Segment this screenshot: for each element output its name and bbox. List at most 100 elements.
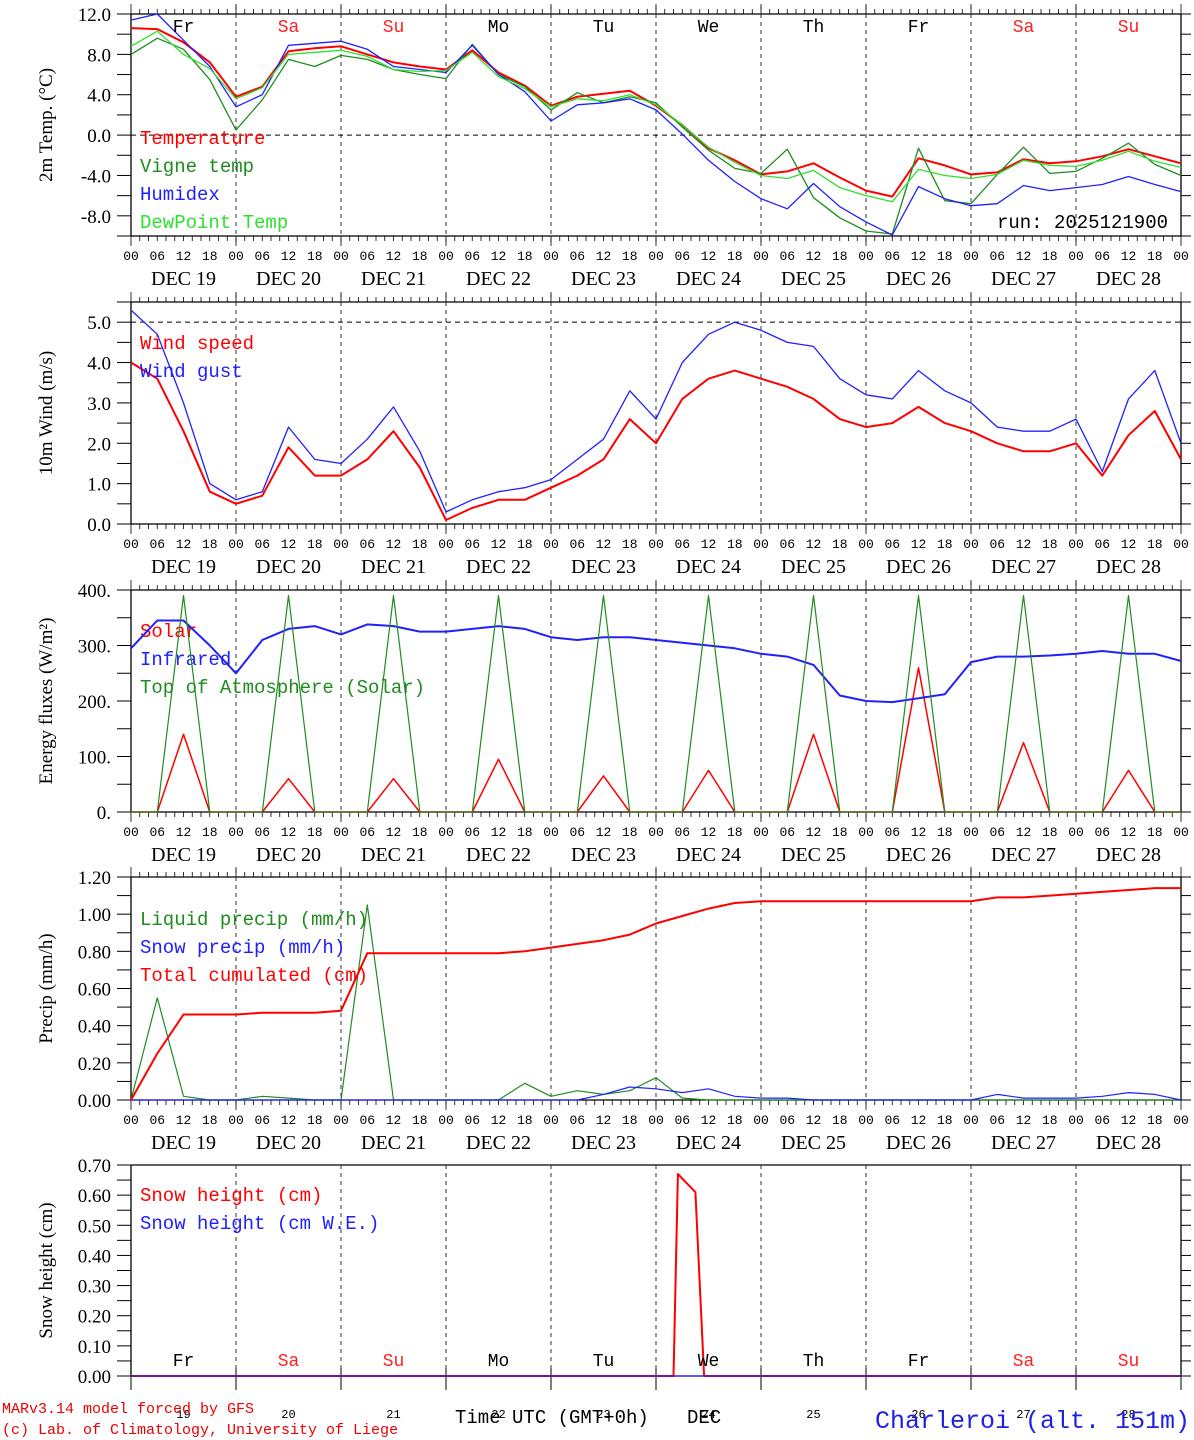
hour-tick-label: 00 bbox=[858, 537, 874, 552]
day-label: DEC 21 bbox=[361, 268, 426, 290]
y-axis-title: 2m Temp. (°C) bbox=[36, 68, 57, 182]
hour-tick-label: 06 bbox=[569, 249, 585, 264]
hour-tick-label: 00 bbox=[858, 249, 874, 264]
day-label: DEC 28 bbox=[1096, 844, 1161, 866]
hour-tick-label: 12 bbox=[701, 249, 717, 264]
hour-tick-label: 06 bbox=[254, 249, 270, 264]
hour-tick-label: 06 bbox=[779, 825, 795, 840]
day-label: DEC 20 bbox=[256, 844, 321, 866]
hour-tick-label: 00 bbox=[1173, 825, 1189, 840]
legend-entry: Snow height (cm) bbox=[140, 1185, 322, 1207]
hour-tick-label: 00 bbox=[963, 825, 979, 840]
hour-tick-label: 06 bbox=[569, 825, 585, 840]
hour-tick-label: 06 bbox=[254, 1113, 270, 1128]
hour-tick-label: 12 bbox=[491, 249, 507, 264]
hour-tick-label: 12 bbox=[911, 537, 927, 552]
panel-1: 00 06 12 18 DEC 19 00 06 12 18 DEC 20 00 06 12 18 DEC … bbox=[36, 4, 1191, 290]
day-label: DEC 26 bbox=[886, 556, 951, 578]
legend-entry: Liquid precip (mm/h) bbox=[140, 909, 368, 931]
hour-tick-label: 18 bbox=[937, 249, 953, 264]
hour-tick-label: 18 bbox=[832, 825, 848, 840]
weekday-label: Sa bbox=[1013, 18, 1035, 38]
y-tick-label: 300. bbox=[78, 637, 111, 658]
x-axis-title: Time UTC (GMT+0h) bbox=[455, 1407, 649, 1429]
y-tick-label: 400. bbox=[78, 581, 111, 602]
hour-tick-label: 18 bbox=[1042, 249, 1058, 264]
day-label: DEC 23 bbox=[571, 1132, 636, 1154]
legend-entry: Humidex bbox=[140, 184, 220, 206]
hour-tick-label: 06 bbox=[674, 249, 690, 264]
y-tick-label: 0.70 bbox=[78, 1156, 111, 1177]
hour-tick-label: 12 bbox=[806, 1113, 822, 1128]
hour-tick-label: 12 bbox=[281, 537, 297, 552]
day-label: DEC 19 bbox=[151, 1132, 216, 1154]
y-tick-label: 0.20 bbox=[78, 1054, 111, 1075]
day-label: DEC 28 bbox=[1096, 556, 1161, 578]
hour-tick-label: 00 bbox=[123, 249, 139, 264]
hour-tick-label: 12 bbox=[281, 825, 297, 840]
y-tick-label: 4.0 bbox=[87, 86, 111, 107]
hour-tick-label: 12 bbox=[596, 537, 612, 552]
panel-5: 19 20 21 22 23 24 25 26 27 28 0.70 0.60 0.50 0.40 0.30… bbox=[36, 1156, 1191, 1422]
hour-tick-label: 12 bbox=[386, 825, 402, 840]
hour-tick-label: 06 bbox=[989, 825, 1005, 840]
hour-tick-label: 12 bbox=[596, 825, 612, 840]
hour-tick-label: 06 bbox=[1094, 249, 1110, 264]
hour-tick-label: 06 bbox=[359, 249, 375, 264]
y-tick-label: 0.00 bbox=[78, 1367, 111, 1388]
hour-tick-label: 00 bbox=[123, 825, 139, 840]
hour-tick-label: 00 bbox=[333, 249, 349, 264]
hour-tick-label: 12 bbox=[1016, 1113, 1032, 1128]
hour-tick-label: 12 bbox=[1016, 825, 1032, 840]
hour-tick-label: 18 bbox=[832, 537, 848, 552]
hour-tick-label: 18 bbox=[1042, 537, 1058, 552]
y-tick-label: 0.40 bbox=[78, 1017, 111, 1038]
hour-tick-label: 18 bbox=[1147, 825, 1163, 840]
hour-tick-label: 06 bbox=[149, 1113, 165, 1128]
hour-tick-label: 06 bbox=[989, 537, 1005, 552]
day-label: DEC 27 bbox=[991, 844, 1056, 866]
hour-tick-label: 06 bbox=[1094, 1113, 1110, 1128]
hour-tick-label: 06 bbox=[989, 1113, 1005, 1128]
hour-tick-label: 12 bbox=[701, 537, 717, 552]
hour-tick-label: 00 bbox=[438, 249, 454, 264]
hour-tick-label: 18 bbox=[412, 249, 428, 264]
hour-tick-label: 18 bbox=[622, 537, 638, 552]
y-tick-label: 1.20 bbox=[78, 868, 111, 889]
y-tick-label: 0.50 bbox=[78, 1216, 111, 1237]
day-label: DEC 19 bbox=[151, 556, 216, 578]
series-line-vigne-temp bbox=[130, 37, 1182, 235]
day-number: 19 bbox=[176, 1408, 190, 1422]
hour-tick-label: 00 bbox=[333, 1113, 349, 1128]
hour-tick-label: 18 bbox=[202, 1113, 218, 1128]
y-axis-title: Energy fluxes (W/m²) bbox=[36, 618, 57, 785]
weekday-label: Tu bbox=[593, 18, 615, 38]
weekday-label: Sa bbox=[278, 1352, 300, 1372]
hour-tick-label: 06 bbox=[464, 1113, 480, 1128]
hour-tick-label: 00 bbox=[648, 537, 664, 552]
hour-tick-label: 00 bbox=[438, 1113, 454, 1128]
hour-tick-label: 00 bbox=[438, 537, 454, 552]
day-number: 20 bbox=[281, 1408, 295, 1422]
weekday-label: Su bbox=[383, 18, 405, 38]
hour-tick-label: 18 bbox=[832, 249, 848, 264]
hour-tick-label: 12 bbox=[386, 537, 402, 552]
lab-credit: (c) Lab. of Climatology, University of L… bbox=[2, 1422, 398, 1439]
hour-tick-label: 06 bbox=[884, 537, 900, 552]
hour-tick-label: 12 bbox=[491, 825, 507, 840]
hour-tick-label: 00 bbox=[1173, 537, 1189, 552]
hour-tick-label: 06 bbox=[464, 537, 480, 552]
hour-tick-label: 12 bbox=[596, 249, 612, 264]
hour-tick-label: 18 bbox=[307, 825, 323, 840]
day-label: DEC 20 bbox=[256, 556, 321, 578]
hour-tick-label: 18 bbox=[1042, 1113, 1058, 1128]
day-label: DEC 25 bbox=[781, 268, 846, 290]
station-title: Charleroi (alt. 151m) bbox=[875, 1407, 1190, 1436]
series-line-snow-precip-mm-h- bbox=[131, 1086, 1182, 1101]
weekday-label: Fr bbox=[908, 18, 930, 38]
hour-tick-label: 00 bbox=[333, 825, 349, 840]
y-tick-label: 0.00 bbox=[78, 1091, 111, 1112]
hour-tick-label: 18 bbox=[832, 1113, 848, 1128]
hour-tick-label: 18 bbox=[1147, 537, 1163, 552]
y-axis-title: Precip (mm/h) bbox=[36, 933, 57, 1043]
